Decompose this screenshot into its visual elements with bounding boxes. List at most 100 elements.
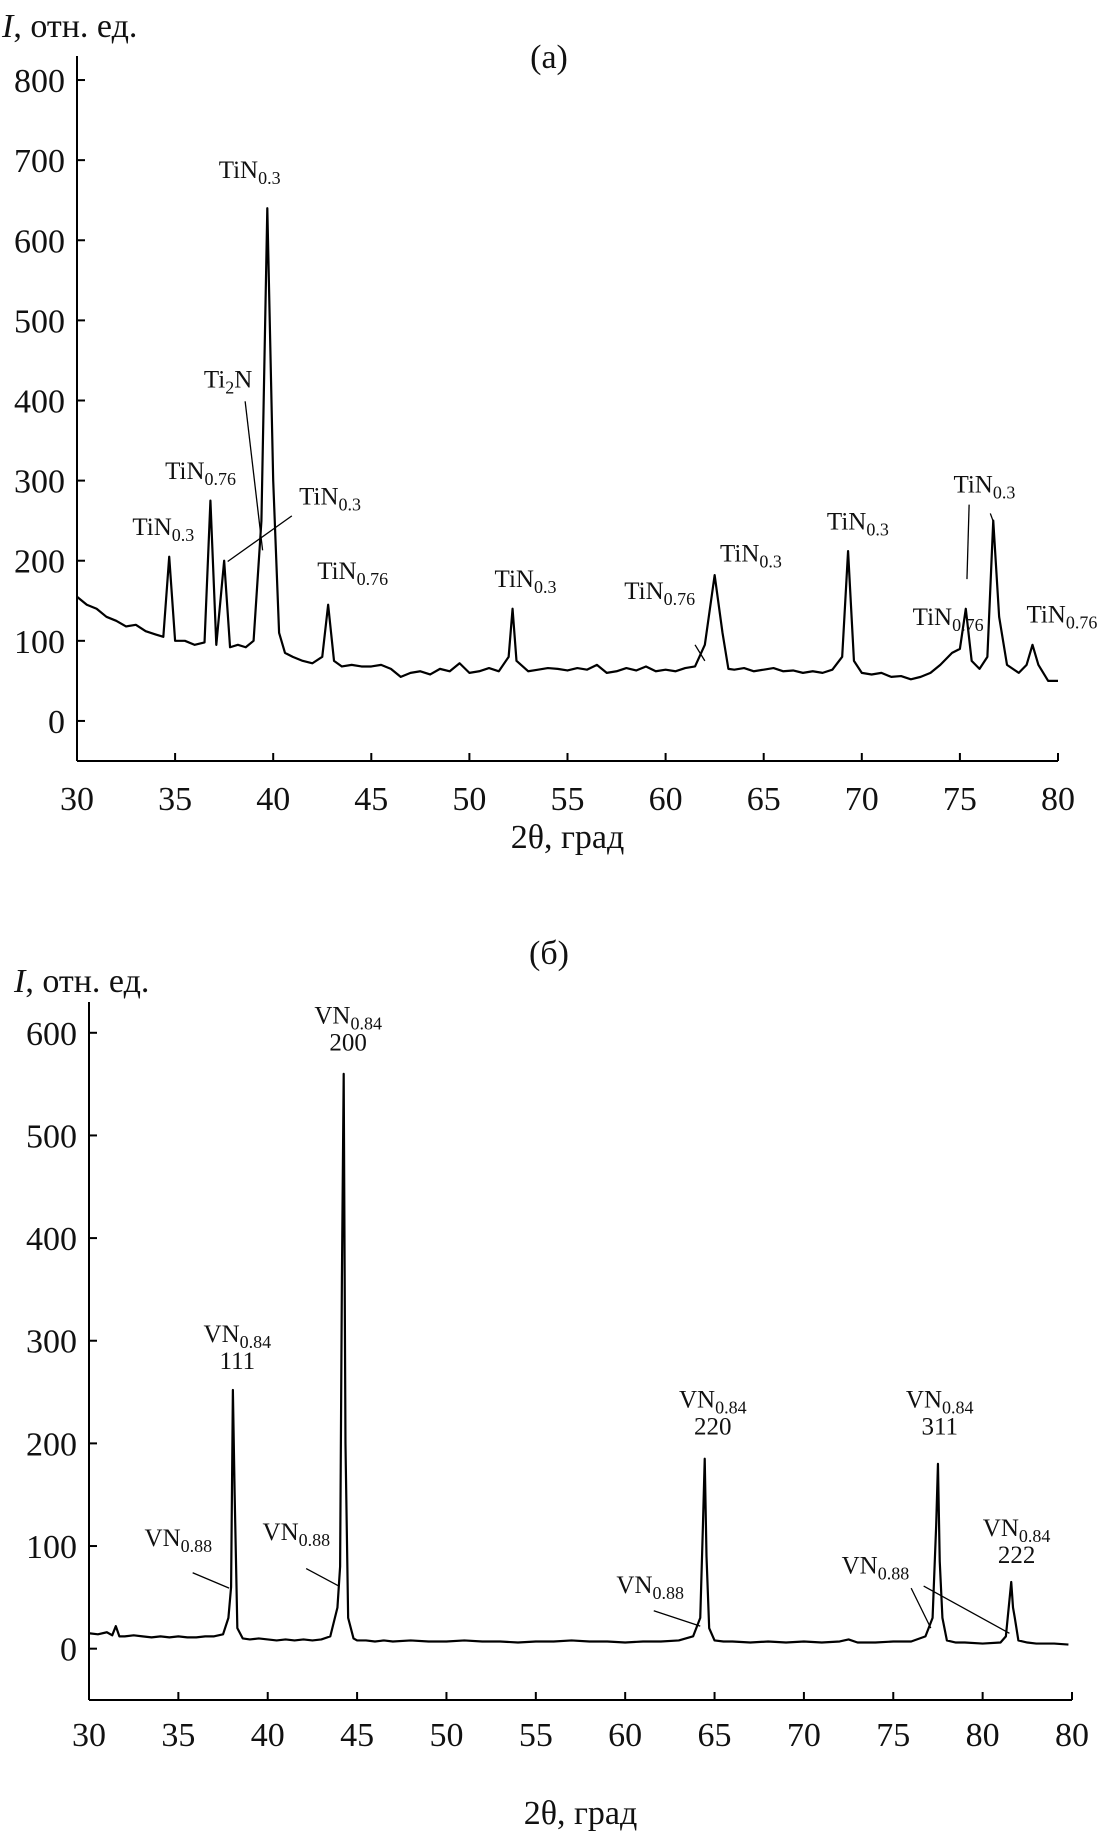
- label-main: TiN: [219, 157, 258, 184]
- peak-label: TiN0.76: [624, 578, 695, 609]
- leader-line: [989, 513, 994, 522]
- peak-index: 220: [694, 1413, 732, 1440]
- label-main: Ti: [204, 367, 225, 394]
- x-tick-label: 50: [452, 781, 486, 818]
- peak-label: VN0.88: [842, 1553, 910, 1584]
- label-main: VN: [204, 1321, 240, 1348]
- peak-label: TiN0.3: [495, 566, 557, 597]
- label-main: TiN: [165, 458, 204, 485]
- label-sub: 0.76: [1066, 612, 1098, 632]
- leader-line: [227, 515, 293, 563]
- label-main: TiN: [299, 484, 338, 511]
- y-tick-label: 600: [26, 1016, 77, 1053]
- label-sub: 0.76: [205, 469, 237, 489]
- x-tick-label: 75: [876, 1717, 910, 1754]
- peak-label: TiN0.3: [953, 472, 1015, 503]
- label-main: VN: [679, 1386, 715, 1413]
- label-tail: N: [234, 367, 252, 394]
- label-sub: 0.88: [299, 1530, 331, 1550]
- peak-label: TiN0.3: [132, 514, 194, 545]
- label-main: VN: [906, 1386, 942, 1413]
- y-axis-symbol: I: [13, 963, 27, 1000]
- x-tick-label: 45: [354, 781, 388, 818]
- label-sub: 0.3: [866, 519, 889, 539]
- x-tick-label: 55: [551, 781, 585, 818]
- label-sub: 0.3: [339, 495, 362, 515]
- x-tick-label: 30: [60, 781, 94, 818]
- leader-line: [192, 1572, 230, 1589]
- y-tick-label: 100: [14, 624, 65, 661]
- peak-label: TiN0.76: [165, 458, 236, 489]
- peak-label: Ti2N: [204, 367, 252, 398]
- y-tick-label: 0: [60, 1632, 77, 1669]
- peak-label: TiN0.76: [1026, 601, 1097, 632]
- y-tick-label: 800: [14, 63, 65, 100]
- x-tick-label: 65: [698, 1717, 732, 1754]
- y-tick-label: 600: [14, 223, 65, 260]
- y-axis-unit: , отн. ед.: [25, 963, 149, 1000]
- peak-index: 111: [220, 1348, 256, 1375]
- x-axis-label: 2θ, град: [511, 819, 625, 856]
- label-sub: 0.88: [653, 1583, 685, 1603]
- label-main: VN: [842, 1553, 878, 1580]
- x-tick-label: 35: [161, 1717, 195, 1754]
- label-main: VN: [314, 1003, 350, 1030]
- label-sub: 0.3: [759, 552, 782, 572]
- y-tick-label: 500: [14, 303, 65, 340]
- peak-index: 200: [329, 1030, 367, 1057]
- peak-label: TiN0.76: [913, 604, 984, 635]
- leader-line: [694, 644, 706, 662]
- y-tick-label: 200: [26, 1426, 77, 1463]
- peak-label: VN0.84: [906, 1386, 974, 1417]
- peak-label: VN0.84: [314, 1003, 382, 1034]
- peak-label: VN0.84: [204, 1321, 272, 1352]
- peak-label: TiN0.3: [219, 157, 281, 188]
- leader-line: [910, 1587, 932, 1629]
- x-tick-label: 75: [943, 781, 977, 818]
- peak-label: TiN0.3: [720, 541, 782, 572]
- label-main: TiN: [720, 541, 759, 568]
- y-tick-label: 400: [14, 383, 65, 420]
- x-tick-label: 80: [1055, 1717, 1089, 1754]
- peak-label: VN0.88: [263, 1519, 331, 1550]
- x-tick-label: 65: [747, 781, 781, 818]
- x-tick-label: 70: [787, 1717, 821, 1754]
- x-tick-label: 60: [649, 781, 683, 818]
- x-tick-label: 40: [251, 1717, 285, 1754]
- y-tick-label: 0: [48, 704, 65, 741]
- label-main: TiN: [827, 508, 866, 535]
- label-sub: 0.88: [878, 1564, 910, 1584]
- label-main: TiN: [495, 566, 534, 593]
- x-tick-label: 30: [72, 1717, 106, 1754]
- y-axis-label: I, отн. ед.: [1, 8, 137, 45]
- label-sub: 0.3: [993, 483, 1016, 503]
- label-sub: 0.84: [1019, 1526, 1050, 1546]
- peak-label: TiN0.3: [827, 508, 889, 539]
- x-tick-label: 45: [340, 1717, 374, 1754]
- leader-line: [966, 504, 970, 580]
- spectrum-line: [76, 207, 1058, 682]
- peak-label: VN0.88: [616, 1572, 684, 1603]
- x-tick-label: 60: [608, 1717, 642, 1754]
- x-tick-label: 55: [519, 1717, 553, 1754]
- label-main: TiN: [913, 604, 952, 631]
- label-main: VN: [983, 1515, 1019, 1542]
- label-main: VN: [616, 1572, 652, 1599]
- label-sub: 0.84: [240, 1332, 271, 1352]
- y-tick-label: 300: [26, 1324, 77, 1361]
- x-tick-label: 50: [429, 1717, 463, 1754]
- y-tick-label: 100: [26, 1529, 77, 1566]
- y-axis-unit: , отн. ед.: [13, 8, 137, 45]
- y-tick-label: 400: [26, 1221, 77, 1258]
- leader-line: [244, 401, 264, 551]
- label-sub: 0.76: [952, 615, 984, 635]
- leader-line: [653, 1610, 701, 1627]
- peak-label: VN0.84: [983, 1515, 1051, 1546]
- label-main: TiN: [132, 514, 171, 541]
- y-tick-label: 700: [14, 143, 65, 180]
- peak-label: VN0.88: [145, 1525, 213, 1556]
- label-sub: 0.76: [357, 569, 389, 589]
- y-tick-label: 200: [14, 544, 65, 581]
